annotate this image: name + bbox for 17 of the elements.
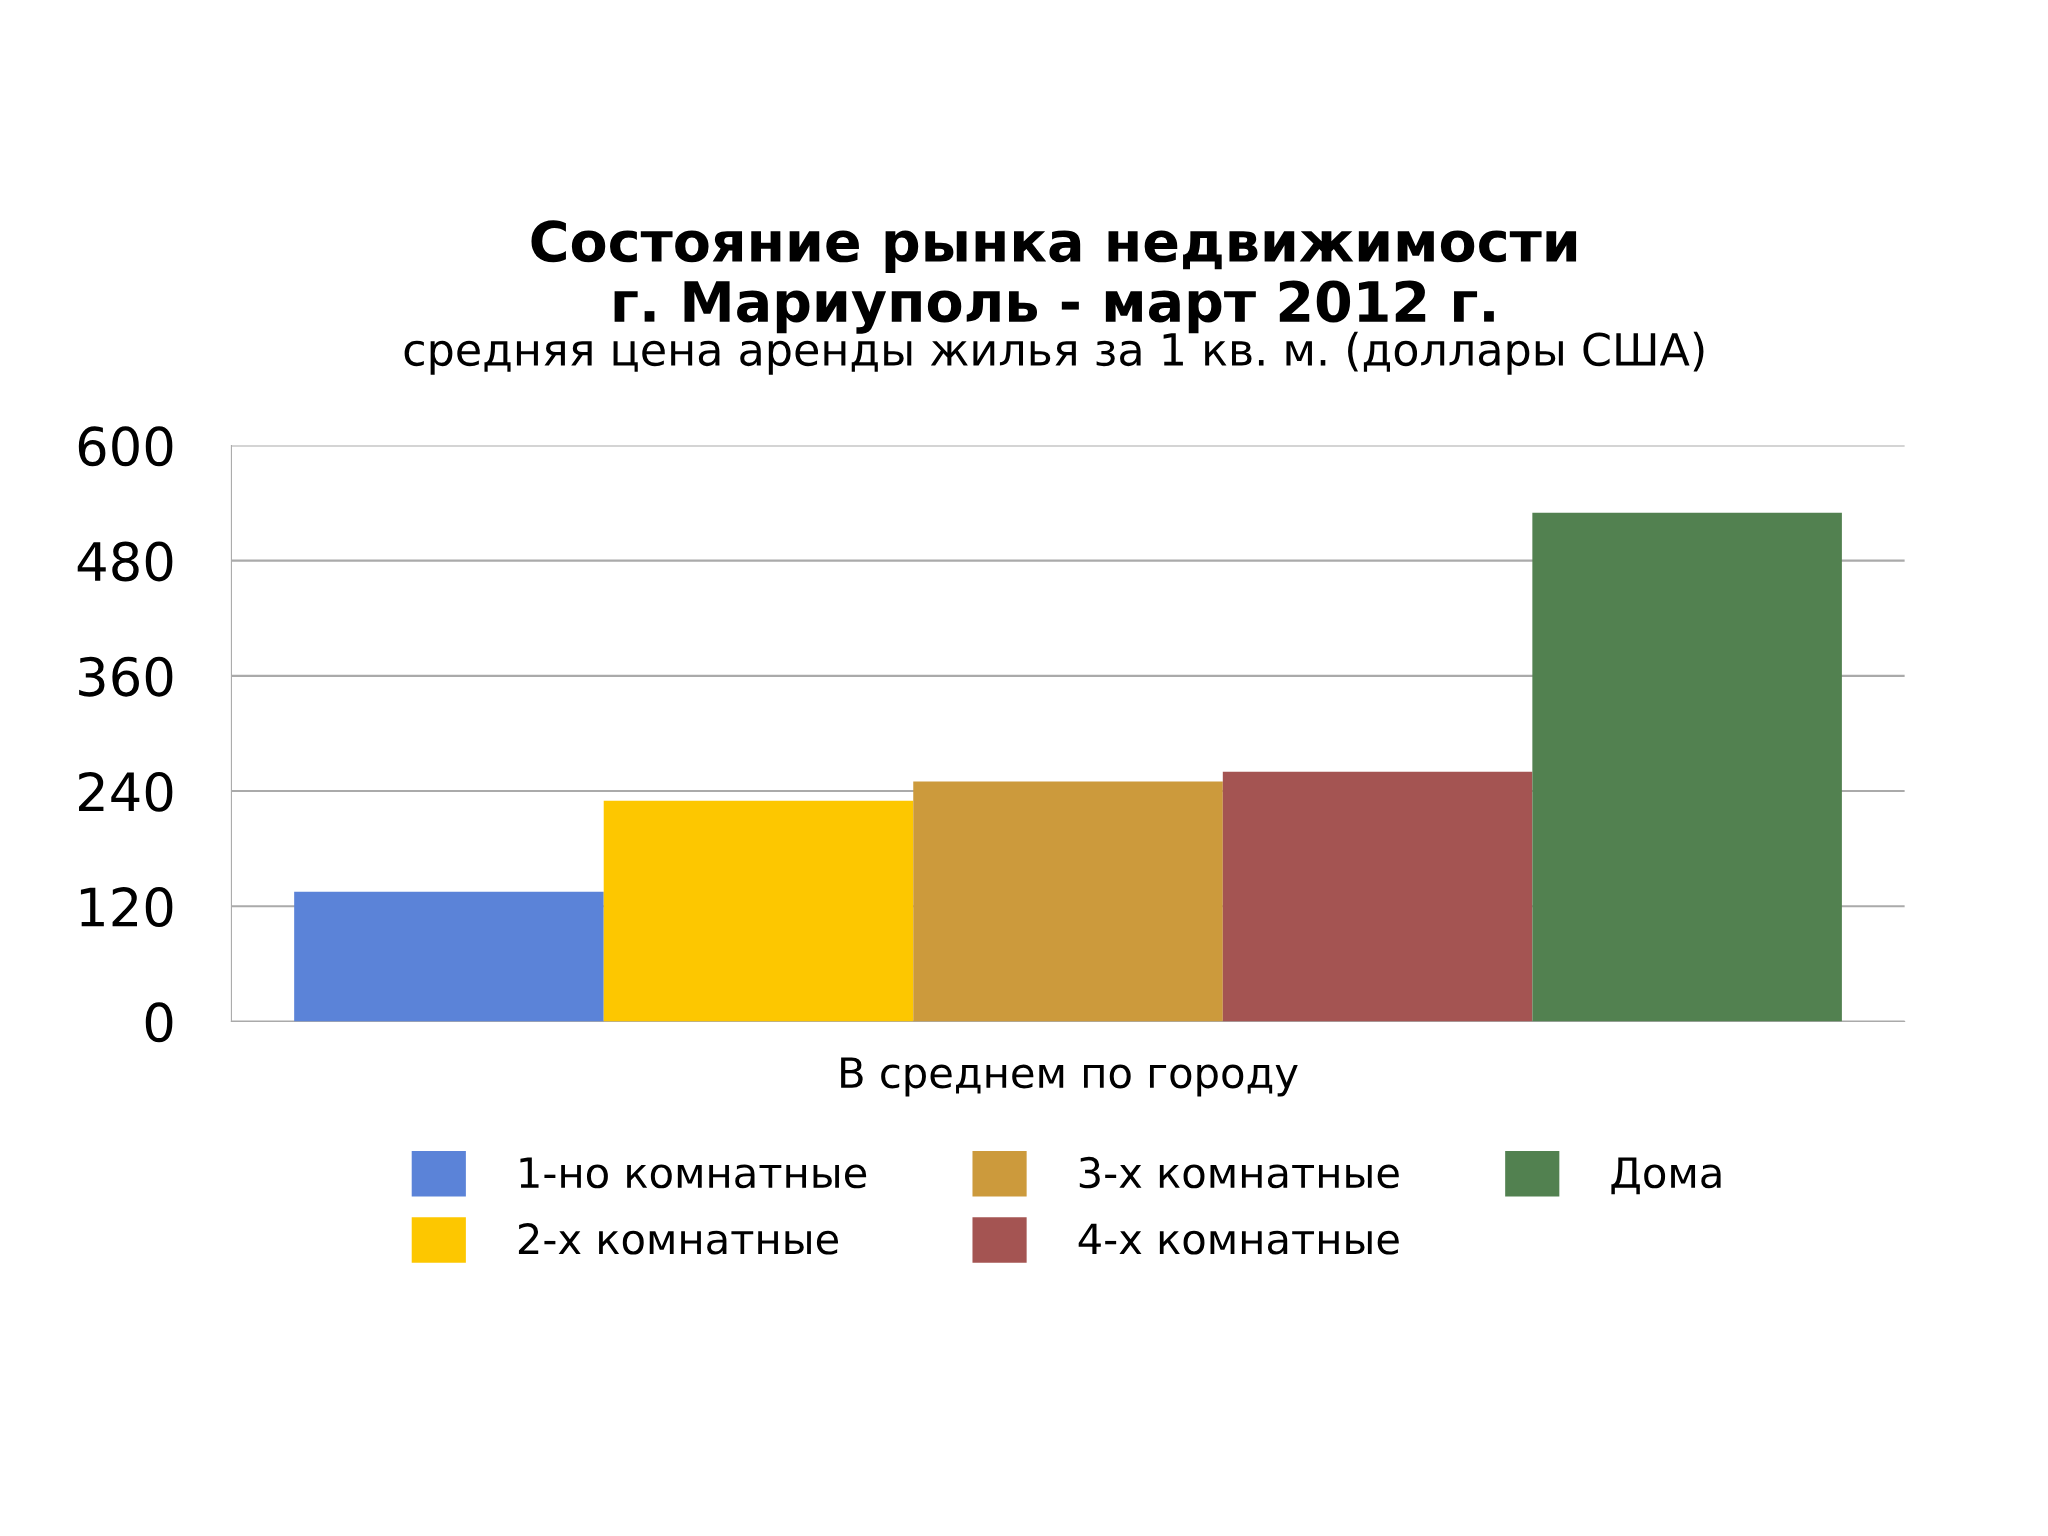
legend-label: 2-х комнатные <box>518 1223 839 1255</box>
bar <box>294 891 604 1022</box>
bar <box>913 781 1223 1022</box>
x-tick-label: В среднем по городу <box>841 1057 1298 1097</box>
y-tick-label: 240 <box>79 771 173 812</box>
y-tick-label: 480 <box>77 541 173 582</box>
y-tick-label: 0 <box>145 1002 173 1043</box>
y-tick-label: 600 <box>78 426 173 467</box>
legend-label: 4-х комнатные <box>1078 1223 1399 1255</box>
bar <box>603 800 914 1022</box>
y-tick-label: 360 <box>79 656 173 697</box>
legend-label: 3-х комнатные <box>1079 1156 1399 1189</box>
legend-label: 1-но комнатные <box>520 1157 867 1189</box>
bar <box>1222 771 1533 1022</box>
bar <box>1532 512 1842 1022</box>
legend-label: Дома <box>1611 1157 1721 1195</box>
y-tick-label: 120 <box>80 887 173 928</box>
